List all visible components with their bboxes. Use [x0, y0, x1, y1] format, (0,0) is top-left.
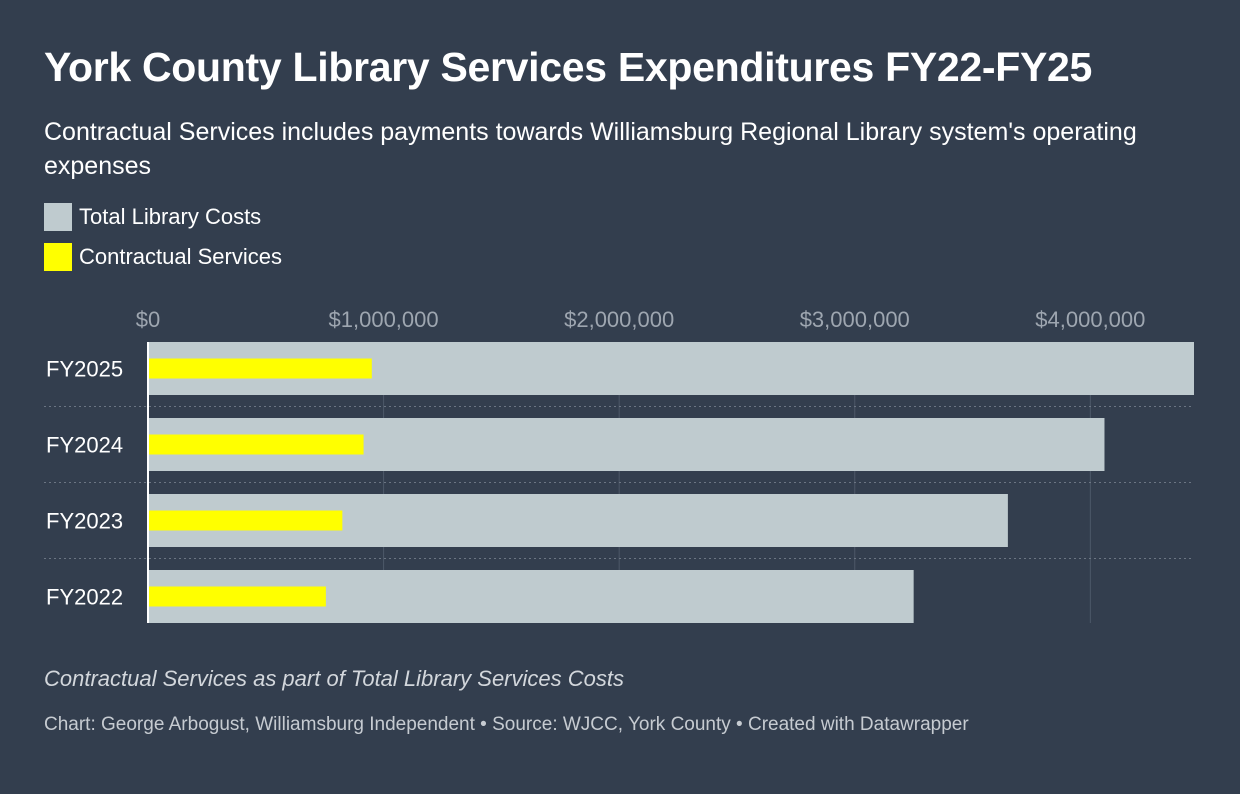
category-label: FY2024	[46, 433, 123, 458]
legend-item-contractual: Contractual Services	[44, 243, 282, 271]
x-tick-label: $2,000,000	[564, 307, 674, 332]
category-label: FY2025	[46, 357, 123, 382]
chart-credit: Chart: George Arbogust, Williamsburg Ind…	[44, 714, 969, 735]
legend-swatch-contractual	[44, 243, 72, 271]
x-tick-label: $1,000,000	[329, 307, 439, 332]
legend-label-contractual: Contractual Services	[79, 244, 282, 269]
bar-contractual	[148, 434, 364, 455]
category-label: FY2023	[46, 509, 123, 534]
chart-title: York County Library Services Expenditure…	[44, 44, 1093, 90]
bar-contractual	[148, 358, 372, 379]
bar-contractual	[148, 510, 343, 531]
bar-contractual	[148, 586, 326, 607]
legend-item-total: Total Library Costs	[44, 203, 282, 231]
chart-note: Contractual Services as part of Total Li…	[44, 666, 624, 691]
x-tick-label: $0	[136, 307, 160, 332]
legend-swatch-total	[44, 203, 72, 231]
legend-label-total: Total Library Costs	[79, 204, 262, 229]
legend: Total Library Costs Contractual Services	[44, 203, 282, 283]
category-label: FY2022	[46, 585, 123, 610]
x-tick-label: $4,000,000	[1035, 307, 1145, 332]
bar-chart: $0 $1,000,000 $2,000,000 $3,000,000 $4,000,0…	[44, 307, 1194, 623]
chart-subtitle: Contractual Services includes payments t…	[44, 118, 1137, 180]
x-tick-label: $3,000,000	[800, 307, 910, 332]
